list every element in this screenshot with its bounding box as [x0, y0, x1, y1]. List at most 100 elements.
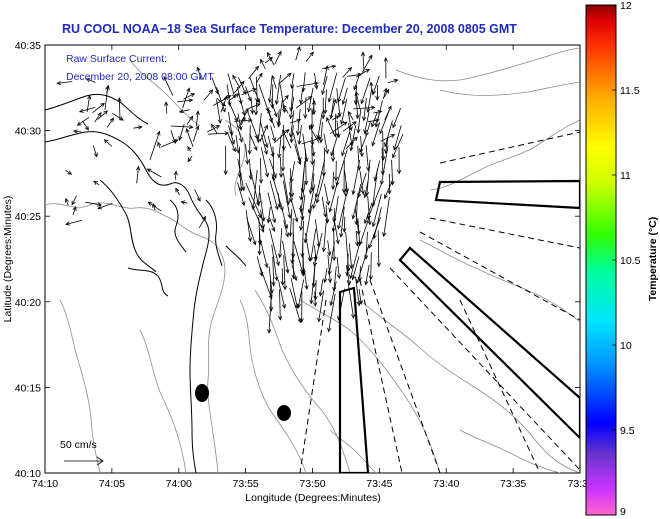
current-vector [175, 187, 180, 196]
current-vector [313, 291, 318, 307]
current-vectors [56, 45, 404, 334]
current-vector [341, 131, 350, 157]
current-vector [367, 195, 372, 226]
current-vector [332, 115, 340, 121]
current-vector [195, 110, 200, 127]
current-vector [327, 72, 338, 103]
current-vector [313, 280, 318, 301]
colorbar-tick-label: 9 [620, 506, 626, 518]
current-vector [331, 171, 336, 191]
current-vector [277, 134, 282, 159]
current-vector [187, 155, 193, 163]
current-vector [387, 173, 392, 195]
current-vector [111, 112, 124, 121]
current-vector [327, 240, 332, 257]
current-vector [232, 74, 241, 89]
lane-boundaries [299, 131, 580, 473]
current-vector [368, 216, 381, 249]
current-vector [258, 157, 264, 184]
current-vector [164, 101, 169, 114]
current-vector [194, 189, 201, 202]
y-tick-label: 40:25 [15, 211, 41, 223]
current-vector [299, 194, 306, 232]
current-vector [280, 145, 286, 172]
current-vector [249, 133, 258, 151]
current-vector [341, 87, 348, 106]
current-vector [248, 65, 259, 79]
current-vector [247, 125, 252, 155]
current-vector [259, 266, 273, 300]
current-vector [92, 102, 105, 114]
current-vector [282, 180, 292, 219]
current-vector [380, 134, 396, 142]
current-vector [211, 77, 219, 95]
current-vector [238, 77, 247, 95]
x-axis-label: Longitude (Degrees:Minutes) [245, 492, 380, 504]
current-vector [355, 96, 360, 120]
current-vector [78, 107, 96, 113]
current-vector [327, 241, 335, 276]
current-vector [296, 279, 305, 309]
current-vector [269, 228, 280, 267]
current-vector [309, 264, 316, 305]
current-vector [392, 133, 404, 159]
x-tick-label: 74:00 [166, 478, 192, 490]
current-vector [291, 254, 296, 280]
current-vector [324, 183, 331, 206]
current-vector [351, 159, 361, 196]
current-vector [266, 51, 275, 66]
current-vector [283, 220, 290, 238]
current-vector [321, 97, 326, 120]
current-vector [387, 78, 399, 83]
current-vector [321, 217, 327, 253]
current-vector [278, 157, 284, 179]
current-vector [97, 202, 113, 210]
current-vector [359, 171, 365, 195]
current-vector [178, 109, 190, 114]
x-tick-label: 74:10 [32, 478, 58, 490]
current-vector [347, 110, 354, 121]
current-vector [382, 196, 390, 238]
current-vector [288, 96, 295, 120]
current-vector [180, 200, 188, 205]
current-vector [104, 85, 110, 111]
current-vector [245, 103, 261, 110]
current-vector [392, 108, 401, 129]
island-blob [195, 384, 209, 402]
current-vector [226, 84, 232, 107]
current-vector [278, 289, 283, 321]
current-vector [342, 66, 352, 78]
x-tick-label: 73:50 [299, 478, 325, 490]
current-vector [241, 88, 257, 96]
current-vector [323, 133, 330, 155]
current-vector [358, 289, 363, 305]
current-vector [296, 81, 319, 87]
colorbar-tick-label: 10.5 [620, 255, 641, 267]
current-vector [356, 245, 369, 284]
current-vector [211, 123, 218, 134]
current-vector [291, 264, 298, 282]
current-vector [364, 264, 370, 286]
current-vector [309, 229, 317, 262]
current-vector [207, 125, 221, 133]
current-vector [267, 108, 275, 129]
current-vector [254, 100, 259, 116]
current-vector [196, 66, 202, 80]
current-vector [281, 124, 286, 152]
current-vector [106, 117, 115, 128]
current-vector [349, 125, 357, 152]
current-vector [245, 143, 250, 165]
current-vector [367, 184, 382, 220]
current-vector [186, 115, 194, 125]
current-vector [236, 121, 243, 143]
current-vector [353, 105, 376, 110]
current-vector [299, 205, 305, 221]
current-vector [319, 121, 324, 144]
current-vector [361, 54, 373, 73]
current-vector [185, 127, 194, 147]
current-vector [376, 230, 381, 268]
current-vector [227, 73, 237, 99]
current-vector [82, 120, 89, 131]
current-vector [363, 111, 370, 135]
